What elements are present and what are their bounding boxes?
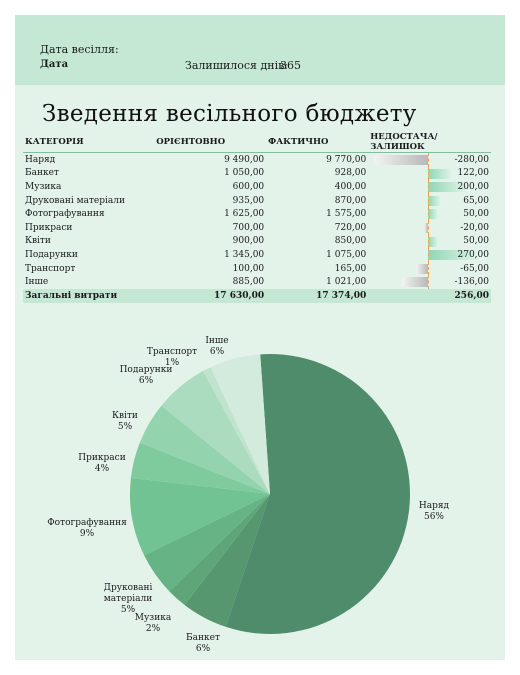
category-cell: Квіти (25, 236, 51, 247)
estimated-cell: 600,00 (232, 181, 265, 192)
total-label: Загальні витрати (23, 288, 155, 303)
estimated-cell: 9 490,00 (224, 154, 265, 165)
column-header-difference: НЕДОСТАЧА/ЗАЛИШОК (368, 132, 491, 153)
difference-cell: -136,00 (368, 275, 491, 289)
zero-axis-line (428, 234, 430, 249)
difference-cell: 122,00 (368, 166, 491, 181)
total-row: Загальні витрати 17 630,00 17 374,00 256… (23, 288, 491, 303)
budget-table: КАТЕГОРІЯ ОРІЄНТОВНО ФАКТИЧНО НЕДОСТАЧА/… (23, 132, 491, 303)
difference-bar (428, 209, 439, 220)
difference-bar (428, 168, 454, 179)
total-estimated: 17 630,00 (154, 288, 267, 303)
actual-cell: 720,00 (334, 222, 367, 233)
total-difference: 256,00 (368, 288, 491, 303)
table-header-row: КАТЕГОРІЯ ОРІЄНТОВНО ФАКТИЧНО НЕДОСТАЧА/… (23, 132, 491, 153)
difference-value: -136,00 (454, 277, 489, 288)
zero-axis-line (428, 180, 430, 194)
table-row: Транспорт 100,00 165,00 -65,00 (23, 261, 491, 276)
actual-cell: 870,00 (334, 195, 367, 206)
table-row: Банкет 1 050,00 928,00 122,00 (23, 166, 491, 181)
difference-cell: 65,00 (368, 193, 491, 208)
table-row: Наряд 9 490,00 9 770,00 -280,00 (23, 153, 491, 167)
zero-axis-line (428, 275, 430, 289)
estimated-cell: 100,00 (232, 263, 265, 274)
category-cell: Наряд (25, 154, 56, 165)
difference-bar (428, 236, 439, 247)
zero-axis-line (428, 220, 430, 235)
table-row: Друковані матеріали 935,00 870,00 65,00 (23, 193, 491, 208)
actual-cell: 1 075,00 (326, 249, 367, 260)
difference-cell: 200,00 (368, 180, 491, 194)
category-cell: Прикраси (25, 222, 73, 233)
wedding-date-value[interactable]: Дата (40, 59, 69, 70)
difference-value: 270,00 (457, 249, 490, 260)
table-row: Музика 600,00 400,00 200,00 (23, 180, 491, 194)
estimated-cell: 700,00 (232, 222, 265, 233)
estimated-cell: 885,00 (232, 277, 265, 288)
category-cell: Транспорт (25, 263, 76, 274)
difference-cell: 270,00 (368, 248, 491, 262)
zero-axis-line (428, 193, 430, 208)
difference-bar (374, 155, 429, 165)
actual-cell: 165,00 (334, 263, 367, 274)
actual-cell: 9 770,00 (326, 154, 367, 165)
header-band: Дата весілля: Дата Залишилося днів: 365 (15, 15, 505, 85)
difference-cell: -280,00 (368, 153, 491, 167)
column-header-actual: ФАКТИЧНО (266, 132, 369, 153)
difference-bar (424, 222, 429, 233)
table-row: Фотографування 1 625,00 1 575,00 50,00 (23, 207, 491, 221)
difference-bar (428, 195, 442, 206)
table-row: Подарунки 1 345,00 1 075,00 270,00 (23, 248, 491, 262)
actual-cell: 400,00 (334, 181, 367, 192)
difference-value: -20,00 (460, 222, 489, 233)
category-cell: Друковані матеріали (25, 195, 125, 206)
budget-sheet: Дата весілля: Дата Залишилося днів: 365 … (15, 15, 505, 660)
estimated-cell: 935,00 (232, 195, 265, 206)
category-cell: Музика (25, 181, 62, 192)
category-cell: Подарунки (25, 249, 78, 260)
difference-value: 200,00 (457, 181, 490, 192)
total-actual: 17 374,00 (266, 288, 369, 303)
days-left-value: 365 (280, 59, 301, 72)
difference-value: 50,00 (463, 209, 489, 220)
difference-bar (415, 263, 429, 274)
difference-value: 50,00 (463, 236, 489, 247)
table-row: Інше 885,00 1 021,00 -136,00 (23, 275, 491, 289)
category-cell: Інше (25, 277, 49, 288)
difference-bar (402, 277, 429, 288)
actual-cell: 928,00 (334, 168, 367, 179)
column-header-category: КАТЕГОРІЯ (23, 132, 155, 153)
wedding-date-label: Дата весілля: (40, 43, 119, 56)
difference-cell: -20,00 (368, 220, 491, 235)
actual-cell: 1 021,00 (326, 277, 367, 288)
zero-axis-line (428, 153, 430, 167)
estimated-cell: 1 345,00 (224, 249, 265, 260)
difference-value: -65,00 (460, 263, 489, 274)
difference-value: -280,00 (454, 154, 489, 165)
estimated-cell: 1 050,00 (224, 168, 265, 179)
zero-axis-line (428, 166, 430, 181)
zero-axis-line (428, 261, 430, 276)
difference-cell: -65,00 (368, 261, 491, 276)
difference-bar (428, 182, 470, 193)
difference-cell: 50,00 (368, 234, 491, 249)
difference-value: 122,00 (457, 168, 490, 179)
table-row: Квіти 900,00 850,00 50,00 (23, 234, 491, 249)
estimated-cell: 1 625,00 (224, 209, 265, 220)
column-header-estimated: ОРІЄНТОВНО (154, 132, 267, 153)
page-title: Зведення весільного бюджету (42, 101, 417, 127)
difference-value: 65,00 (463, 195, 489, 206)
difference-cell: 50,00 (368, 207, 491, 221)
actual-cell: 1 575,00 (326, 209, 367, 220)
difference-bar (428, 250, 485, 261)
table-row: Прикраси 700,00 720,00 -20,00 (23, 220, 491, 235)
zero-axis-line (428, 248, 430, 262)
zero-axis-line (428, 207, 430, 221)
days-left-label: Залишилося днів: (185, 59, 289, 72)
actual-cell: 850,00 (334, 236, 367, 247)
category-cell: Банкет (25, 168, 59, 179)
category-cell: Фотографування (25, 209, 105, 220)
estimated-cell: 900,00 (232, 236, 265, 247)
